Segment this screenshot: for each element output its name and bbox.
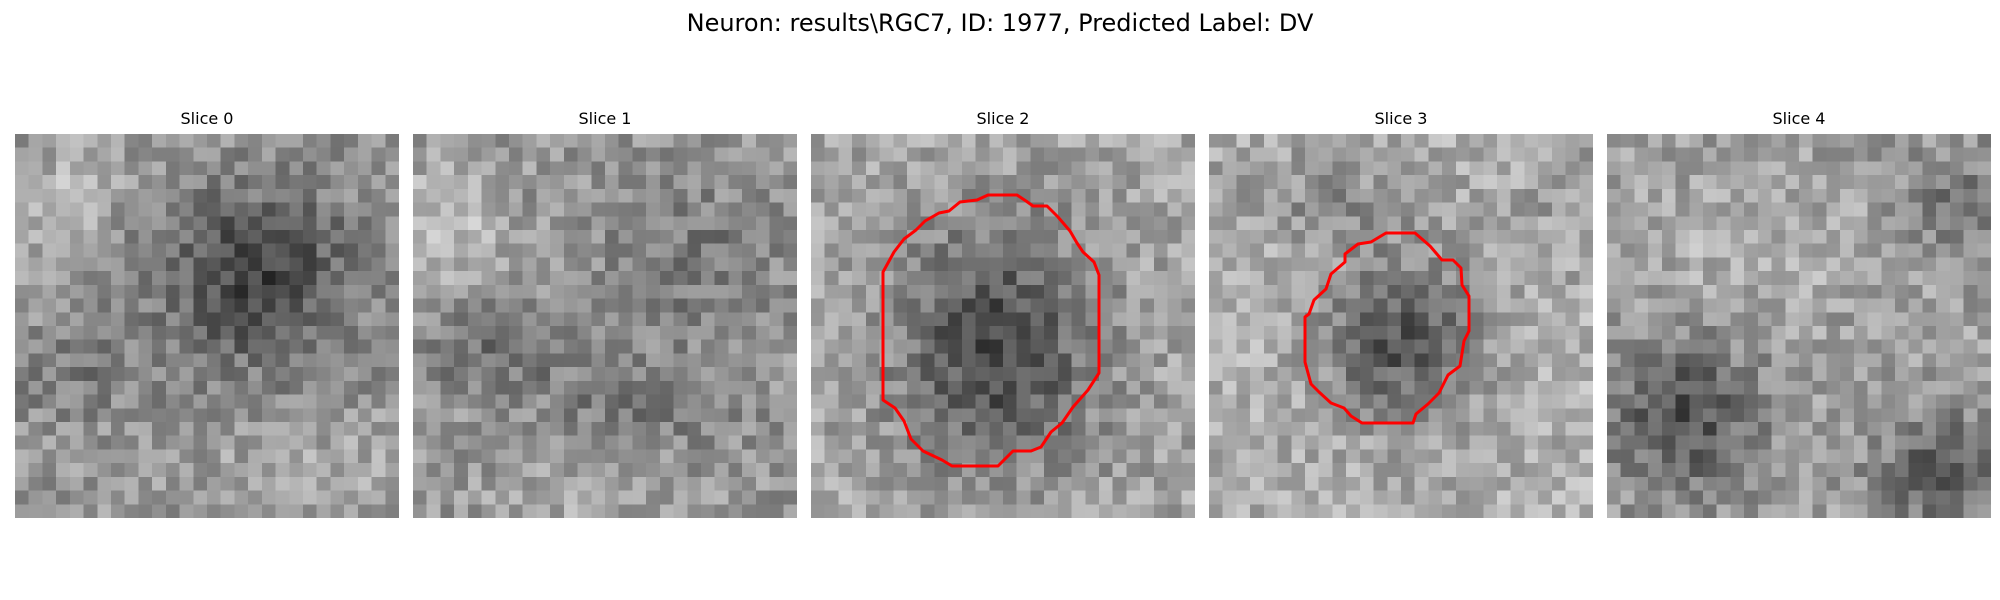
slice-image [811,134,1195,518]
slice-title: Slice 4 [1772,109,1826,128]
slice-title: Slice 2 [976,109,1030,128]
figure-title: Neuron: results\RGC7, ID: 1977, Predicte… [686,9,1314,37]
slice-panel-3: Slice 3 [1209,104,1593,518]
slice-title: Slice 0 [180,109,234,128]
slice-panel-1: Slice 1 [413,104,797,518]
segmentation-outline [881,193,1101,468]
slice-panel-2: Slice 2 [811,104,1195,518]
slice-image [413,134,797,518]
slice-panel-0: Slice 0 [15,104,399,518]
slice-title: Slice 3 [1374,109,1428,128]
slice-title: Slice 1 [578,109,632,128]
slice-panel-4: Slice 4 [1607,104,1991,518]
slice-image [1607,134,1991,518]
slice-image [1209,134,1593,518]
segmentation-outline [1303,231,1471,425]
slice-image [15,134,399,518]
